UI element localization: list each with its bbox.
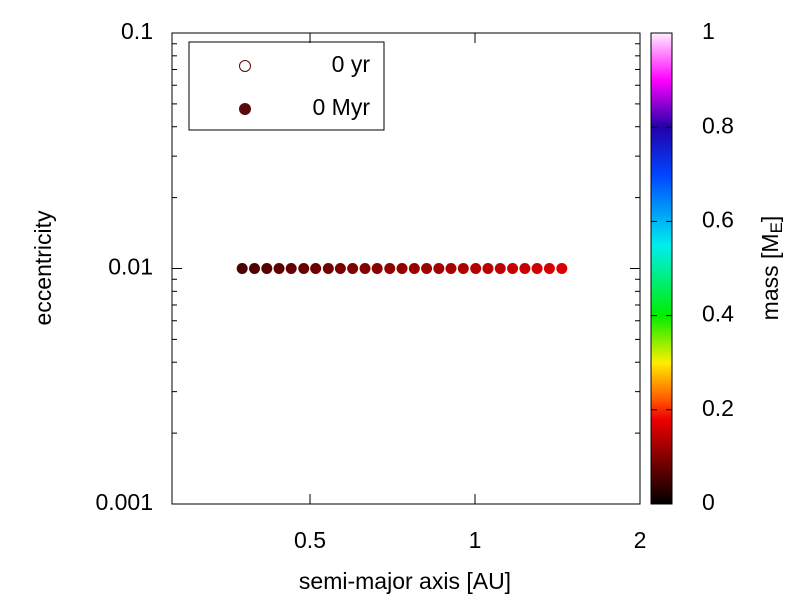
data-point [470,263,482,274]
data-point [310,263,322,274]
colorbar-tick-label: 0.4 [702,301,734,327]
legend-box [188,41,385,131]
legend-marker [239,103,251,115]
x-tick-label: 0.5 [294,527,326,553]
data-point [249,263,261,274]
data-point [322,263,334,274]
x-tick-label: 1 [469,527,482,553]
data-point [273,263,285,274]
colorbar [650,32,673,505]
y-tick-label: 0.01 [108,254,153,280]
data-point [482,263,494,274]
colorbar-tick-label: 1 [702,18,715,44]
y-tick-label: 0.1 [121,18,153,44]
colorbar-label-sub: E [767,222,786,233]
data-point [543,263,555,274]
colorbar-tick-label: 0.6 [702,206,734,232]
colorbar-label: mass [ME] [757,216,786,321]
data-point [236,263,248,274]
x-tick-label: 2 [634,527,647,553]
data-point [531,263,543,274]
data-point [334,263,346,274]
data-point [261,263,273,274]
colorbar-tick-label: 0.2 [702,395,734,421]
colorbar-label-suffix: ] [757,216,783,222]
legend-label: 0 Myr [313,94,371,120]
data-point [285,263,297,274]
colorbar-tick-label: 0.8 [702,112,734,138]
data-point [507,263,519,274]
data-point [421,263,433,274]
data-point [519,263,531,274]
y-axis-label: eccentricity [30,210,56,326]
data-point [371,263,383,274]
data-point [396,263,408,274]
data-point [445,263,457,274]
data-point [359,263,371,274]
data-point [347,263,359,274]
data-point [408,263,420,274]
data-point [384,263,396,274]
data-point [457,263,469,274]
data-point [494,263,506,274]
data-point [298,263,310,274]
y-tick-label: 0.001 [95,489,153,515]
data-point [433,263,445,274]
colorbar-label-text: mass [M [757,233,783,320]
legend-marker [239,60,251,72]
colorbar-tick-label: 0 [702,489,715,515]
data-point [556,263,568,274]
x-axis-label: semi-major axis [AU] [299,568,511,594]
legend-label: 0 yr [332,51,371,77]
